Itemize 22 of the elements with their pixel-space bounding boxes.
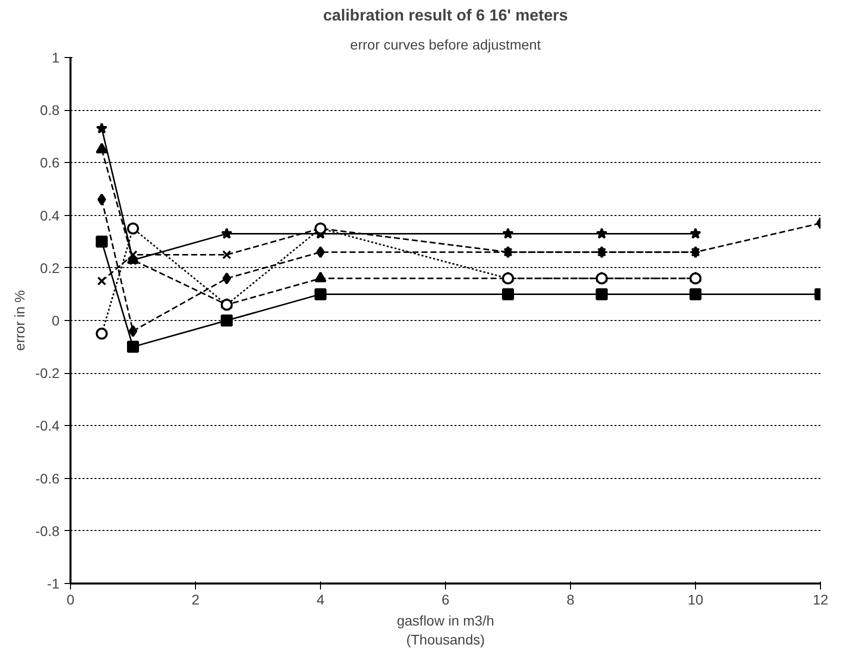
y-tick-label: -0.8 — [35, 522, 60, 539]
y-tick-label: 0 — [52, 312, 60, 328]
y-tick-label: 1 — [52, 50, 60, 66]
y-tick-label: 0.2 — [40, 260, 60, 276]
y-tick-label: -1 — [47, 576, 60, 592]
y-tick-label: -0.2 — [35, 365, 60, 382]
x-tick-label: 12 — [812, 592, 828, 608]
chart-subtitle: error curves before adjustment — [350, 36, 541, 52]
y-tick-label: -0.6 — [35, 470, 60, 486]
x-tick-label: 2 — [192, 592, 200, 608]
y-axis-title: error in % — [11, 290, 28, 351]
x-tick-label: 8 — [566, 592, 575, 608]
y-tick-label: 0.8 — [40, 102, 60, 118]
y-tick-label: 0.4 — [40, 207, 60, 224]
x-tick-label: 0 — [66, 592, 75, 608]
x-tick-label: 6 — [442, 592, 450, 608]
y-tick-label: -0.4 — [35, 418, 60, 434]
x-tick-label: 4 — [316, 592, 325, 608]
y-tick-label: 0.6 — [40, 154, 60, 171]
chart-title: calibration result of 6 16' meters — [323, 8, 568, 24]
x-axis-title: gasflow in m3/h (Thousands) — [396, 612, 494, 648]
x-tick-label: 10 — [688, 592, 704, 608]
